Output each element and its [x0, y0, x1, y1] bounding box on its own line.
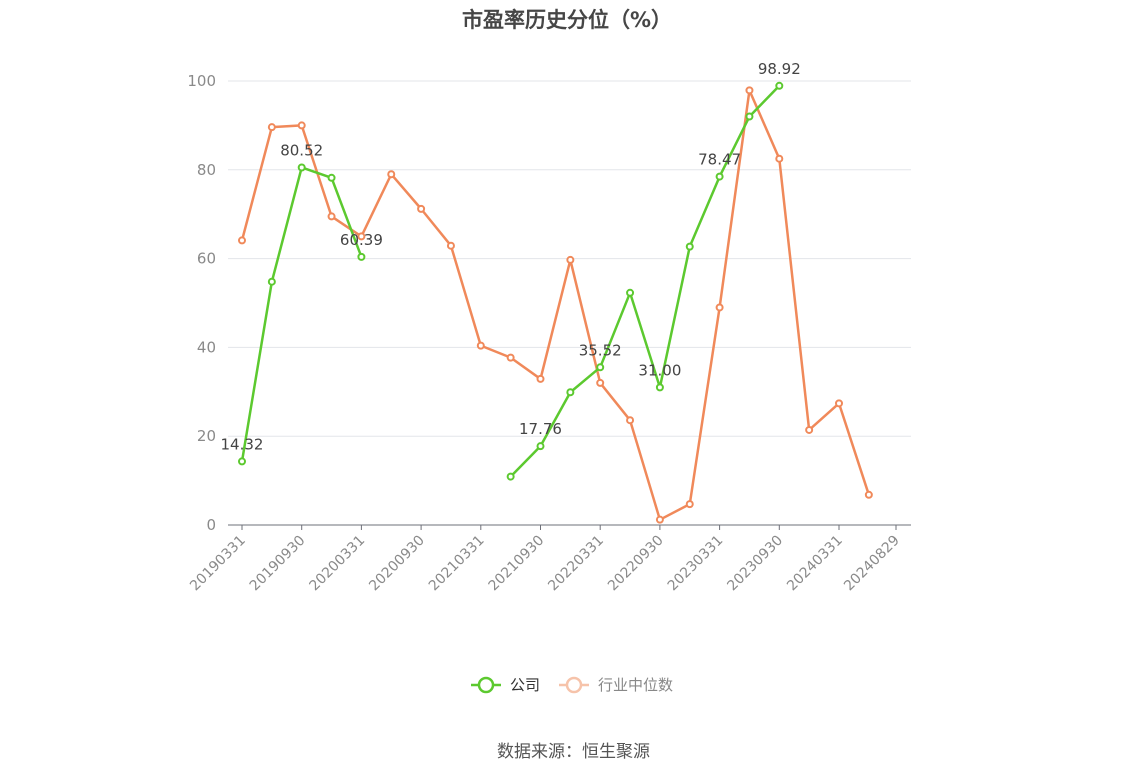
- x-tick-label: 20230331: [665, 533, 727, 595]
- x-tick-label: 20240331: [784, 533, 846, 595]
- company-series-point: [267, 277, 276, 286]
- company-series-point: [745, 112, 754, 121]
- industry-median-series-point: [655, 515, 664, 524]
- company-series-point: [327, 173, 336, 182]
- chart-title: 市盈率历史分位（%）: [461, 8, 673, 32]
- x-tick-label: 20190331: [187, 533, 249, 595]
- industry-median-series-point: [536, 374, 545, 383]
- industry-median-series-point: [476, 341, 485, 350]
- company-series-point: [775, 81, 784, 90]
- company-series-point: [566, 388, 575, 397]
- data-label: 80.52: [280, 141, 323, 159]
- industry-median-series-point: [357, 232, 366, 241]
- y-tick-label: 40: [197, 338, 216, 356]
- company-series-line: [509, 84, 781, 478]
- industry-median-series-point: [297, 121, 306, 130]
- y-tick-label: 0: [206, 516, 216, 534]
- industry-median-series-point: [864, 490, 873, 499]
- legend-company-label: 公司: [510, 676, 540, 694]
- x-tick-label: 20220331: [545, 533, 607, 595]
- industry-median-series-line: [240, 89, 871, 521]
- y-tick-label: 100: [187, 72, 216, 90]
- x-tick-label: 20210331: [426, 533, 488, 595]
- y-tick-label: 80: [197, 161, 216, 179]
- x-tick-label: 20210930: [486, 533, 548, 595]
- data-label: 35.52: [579, 341, 622, 359]
- industry-median-series-point: [745, 86, 754, 95]
- company-series-point: [715, 172, 724, 181]
- company-series-line: [240, 166, 363, 462]
- data-label: 78.47: [698, 151, 741, 169]
- company-series-point: [685, 242, 694, 251]
- industry-median-series-point: [596, 378, 605, 387]
- x-tick-label: 20190930: [247, 533, 309, 595]
- industry-median-series-point: [805, 425, 814, 434]
- data-label: 60.39: [340, 231, 383, 249]
- industry-median-series-point: [238, 236, 246, 245]
- industry-median-series-point: [835, 399, 843, 408]
- industry-median-series-point: [446, 241, 455, 250]
- company-series-point: [357, 252, 366, 261]
- industry-median-series-point: [506, 353, 515, 362]
- company-series-point: [238, 457, 246, 466]
- y-tick-label: 20: [197, 427, 216, 445]
- data-label: 14.32: [221, 435, 264, 453]
- x-tick-label: 20200930: [366, 533, 428, 595]
- legend-industry-label: 行业中位数: [598, 676, 673, 694]
- industry-median-series-point: [387, 170, 396, 179]
- x-tick-label: 20230930: [724, 533, 786, 595]
- y-tick-label: 60: [197, 250, 216, 268]
- data-label: 17.76: [519, 420, 562, 438]
- x-tick-label: 20200331: [307, 533, 369, 595]
- x-tick-label: 20220930: [605, 533, 667, 595]
- legend-company-marker: [477, 676, 495, 694]
- industry-median-series-point: [715, 303, 724, 312]
- company-series-point: [506, 472, 515, 481]
- industry-median-series-point: [267, 123, 276, 132]
- legend-industry-marker: [565, 676, 583, 694]
- company-series-point: [297, 163, 306, 172]
- x-tick-label: 20240829: [841, 533, 903, 595]
- industry-median-series-point: [566, 255, 575, 264]
- data-source-note: 数据来源：恒生聚源: [497, 742, 650, 762]
- company-series-point: [536, 442, 545, 451]
- company-series-point: [596, 363, 605, 372]
- industry-median-series-point: [327, 212, 336, 221]
- industry-median-series-point: [417, 204, 426, 213]
- data-label: 31.00: [638, 361, 681, 379]
- industry-median-series-point: [775, 154, 784, 163]
- company-series-point: [655, 383, 664, 392]
- data-label: 98.92: [758, 60, 801, 78]
- industry-median-series-point: [685, 500, 694, 509]
- industry-median-series-point: [626, 416, 635, 425]
- company-series-point: [626, 288, 635, 297]
